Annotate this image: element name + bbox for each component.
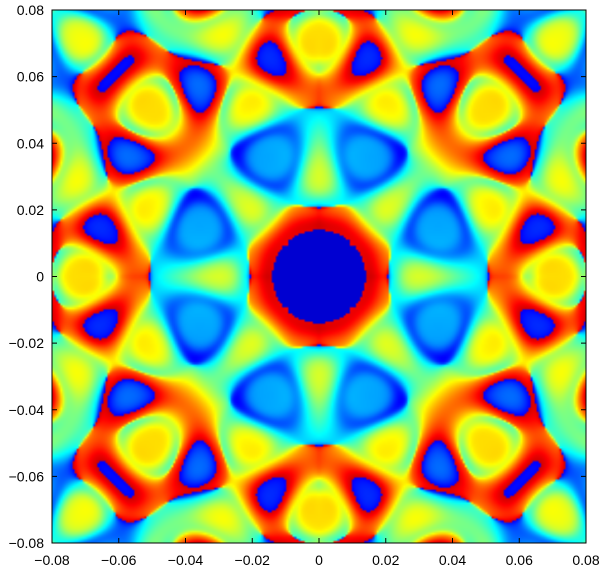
y-tick-label: 0.06 (17, 69, 44, 85)
y-tick-label: 0.02 (17, 202, 44, 218)
y-tick-label: −0.08 (9, 535, 45, 551)
x-tick-label: 0.08 (572, 552, 599, 568)
y-tick-label: −0.02 (9, 335, 45, 351)
x-tick-label: 0.04 (439, 552, 466, 568)
plot-area (51, 9, 587, 544)
x-tick-label: 0.02 (372, 552, 399, 568)
y-tick-label: 0.08 (17, 2, 44, 18)
y-tick-label: −0.06 (9, 468, 45, 484)
y-axis: −0.08 −0.06 −0.04 −0.02 0 0.02 0.04 0.06 0.08 (9, 2, 586, 551)
x-tick-label: 0.06 (506, 552, 533, 568)
x-tick-label: −0.06 (101, 552, 137, 568)
y-tick-label: 0.04 (17, 135, 44, 151)
y-tick-label: −0.04 (9, 402, 45, 418)
heatmap-field (52, 10, 586, 543)
x-tick-label: −0.08 (34, 552, 70, 568)
x-tick-label: −0.04 (168, 552, 204, 568)
x-axis: −0.08 −0.06 −0.04 −0.02 0 0.02 0.04 0.06 0.08 (34, 10, 600, 568)
y-tick-label: 0 (36, 269, 44, 285)
x-tick-label: −0.02 (235, 552, 271, 568)
x-tick-label: 0 (315, 552, 323, 568)
